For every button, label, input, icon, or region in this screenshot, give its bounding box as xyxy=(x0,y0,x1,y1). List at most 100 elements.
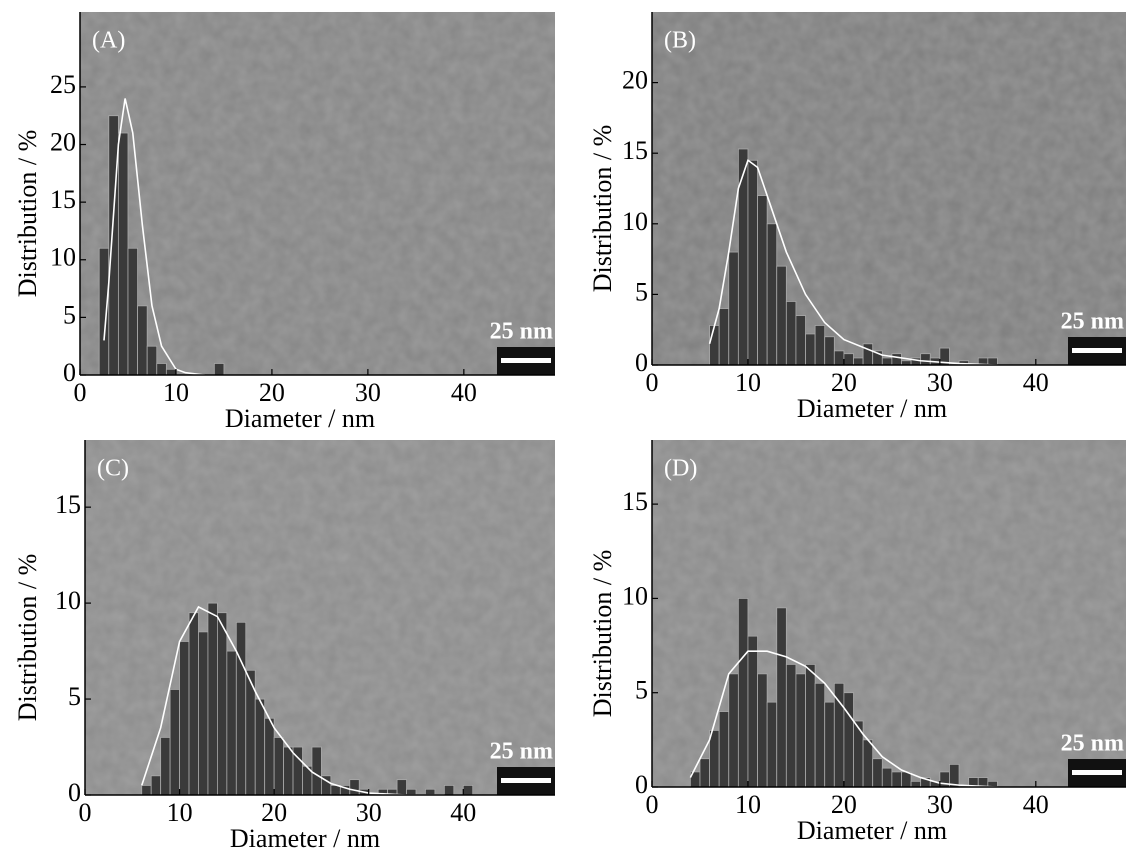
bar xyxy=(737,598,749,788)
bar xyxy=(117,132,129,376)
x-tick-label: 40 xyxy=(1023,790,1049,819)
bar xyxy=(709,730,720,788)
bar xyxy=(747,159,758,366)
bar xyxy=(862,739,874,788)
scale-bar-label: 25 nm xyxy=(1061,731,1124,757)
bar xyxy=(795,673,806,788)
bar xyxy=(785,301,797,366)
bar xyxy=(264,717,275,796)
bar xyxy=(141,785,152,796)
scale-bar xyxy=(1072,770,1122,775)
bar xyxy=(833,350,845,366)
panel-label: (C) xyxy=(97,456,129,482)
fit-curve xyxy=(140,605,445,796)
bar xyxy=(137,305,148,376)
bar xyxy=(872,758,883,788)
x-tick-label: 0 xyxy=(74,378,87,407)
bar xyxy=(216,612,228,796)
bar xyxy=(198,631,209,796)
bar xyxy=(805,333,816,366)
bar xyxy=(330,785,341,796)
y-tick-label: 5 xyxy=(68,682,81,711)
bar xyxy=(757,673,768,788)
x-tick-label: 20 xyxy=(261,798,287,827)
bar xyxy=(843,353,854,366)
x-tick-label: 0 xyxy=(79,798,92,827)
x-tick-label: 40 xyxy=(451,378,477,407)
bar xyxy=(910,780,922,788)
bar xyxy=(146,345,158,376)
bar xyxy=(311,746,322,796)
y-tick-label: 10 xyxy=(50,243,76,272)
y-tick-label: 15 xyxy=(622,487,648,516)
bar xyxy=(728,673,739,788)
x-tick-label: 30 xyxy=(927,790,953,819)
bar xyxy=(156,363,167,376)
bar xyxy=(824,336,835,366)
bar xyxy=(737,148,749,366)
x-tick-label: 0 xyxy=(646,790,659,819)
bar xyxy=(718,308,730,366)
bar xyxy=(718,711,730,788)
y-tick-label: 0 xyxy=(63,358,76,387)
bar xyxy=(776,607,787,788)
fit-curve xyxy=(708,158,998,366)
x-tick-label: 0 xyxy=(646,368,659,397)
bar xyxy=(805,664,816,788)
y-axis-label: Distribution / % xyxy=(13,554,42,722)
x-axis-label: Diameter / nm xyxy=(225,404,375,433)
y-tick-label: 25 xyxy=(50,70,76,99)
y-tick-label: 10 xyxy=(622,581,648,610)
x-axis-label: Diameter / nm xyxy=(230,824,380,853)
y-tick-label: 10 xyxy=(622,207,648,236)
y-tick-label: 10 xyxy=(55,586,81,615)
bar xyxy=(920,353,931,366)
bar xyxy=(766,701,778,788)
bar xyxy=(273,737,284,796)
bar xyxy=(235,621,247,796)
scale-bar xyxy=(501,358,551,363)
bar xyxy=(757,195,768,366)
bar xyxy=(853,357,864,366)
scale-bar-label: 25 nm xyxy=(490,739,553,765)
x-axis-label: Diameter / nm xyxy=(797,816,947,845)
x-tick-label: 20 xyxy=(831,790,857,819)
x-tick-label: 40 xyxy=(450,798,476,827)
x-tick-label: 10 xyxy=(735,368,761,397)
bar xyxy=(747,635,758,788)
fit-curve xyxy=(103,98,205,376)
bar xyxy=(814,682,826,788)
y-tick-label: 20 xyxy=(622,66,648,95)
y-tick-label: 5 xyxy=(63,300,76,329)
x-tick-label: 10 xyxy=(167,798,193,827)
bar xyxy=(169,689,180,796)
bar xyxy=(891,353,902,366)
x-tick-label: 40 xyxy=(1023,368,1049,397)
y-tick-label: 0 xyxy=(635,770,648,799)
micrograph-grain xyxy=(80,12,555,375)
y-tick-label: 15 xyxy=(622,136,648,165)
bar xyxy=(795,315,806,366)
panel-label: (B) xyxy=(664,28,696,54)
bar xyxy=(150,775,162,796)
x-tick-label: 30 xyxy=(927,368,953,397)
x-tick-label: 20 xyxy=(831,368,857,397)
bar xyxy=(766,223,778,366)
scale-bar-label: 25 nm xyxy=(490,319,553,345)
y-tick-label: 15 xyxy=(55,490,81,519)
bar xyxy=(396,779,407,796)
bar xyxy=(226,650,237,796)
bar xyxy=(824,701,835,788)
bar xyxy=(709,325,720,366)
scale-bar xyxy=(1072,348,1122,353)
y-axis-label: Distribution / % xyxy=(588,125,617,293)
x-tick-label: 10 xyxy=(163,378,189,407)
bar xyxy=(862,343,874,366)
y-tick-label: 0 xyxy=(635,348,648,377)
panel-label: (D) xyxy=(664,456,697,482)
bar xyxy=(188,612,199,796)
y-axis-label: Distribution / % xyxy=(13,130,42,298)
bar xyxy=(699,758,710,788)
bar xyxy=(254,698,266,796)
